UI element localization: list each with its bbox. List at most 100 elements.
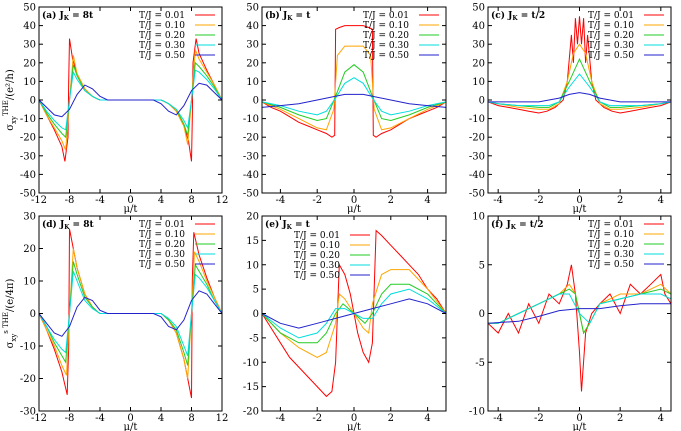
x-axis-label: μ/t [124, 422, 138, 431]
x-tick-label: -4 [95, 195, 105, 206]
x-tick-label: -12 [31, 195, 47, 206]
y-tick-label: 5 [479, 260, 485, 271]
series-group [488, 16, 671, 114]
legend-entry: T/J = 0.30 [139, 41, 185, 51]
y-tick-label: 30 [472, 40, 485, 51]
series-line-2 [262, 45, 446, 131]
series-line-5 [39, 82, 222, 118]
legend-entry: T/J = 0.01 [588, 11, 634, 21]
x-axis-label: μ/t [573, 422, 587, 431]
legend-entry: T/J = 0.30 [363, 41, 409, 51]
y-tick-label: 30 [23, 212, 36, 223]
series-line-5 [488, 92, 671, 103]
x-tick-label: 2 [617, 413, 623, 424]
legend-entry: T/J = 0.01 [294, 231, 340, 241]
y-tick-label: -5 [475, 358, 485, 369]
legend-entry: T/J = 0.10 [588, 230, 634, 240]
x-tick-label: 4 [158, 413, 164, 424]
x-tick-label: -2 [312, 195, 322, 206]
series-group [262, 25, 446, 138]
panel-title: (b) JK = t [265, 10, 311, 22]
legend-entry: T/J = 0.01 [139, 11, 185, 21]
y-tick-label: -10 [469, 407, 485, 418]
y-tick-label: 20 [23, 244, 36, 255]
legend-entry: T/J = 0.10 [363, 21, 409, 31]
series-line-1 [262, 25, 446, 138]
x-tick-label: 4 [658, 413, 664, 424]
x-tick-label: 8 [188, 195, 194, 206]
x-tick-label: 4 [424, 195, 430, 206]
legend-entry: T/J = 0.01 [139, 220, 185, 230]
y-tick-label: -40 [469, 170, 485, 181]
x-axis-label: μ/t [124, 204, 138, 215]
legend-entry: T/J = 0.50 [363, 51, 409, 61]
y-tick-label: -30 [20, 151, 36, 162]
y-tick-label: -10 [469, 114, 485, 125]
series-group [39, 38, 222, 162]
y-tick-label: 20 [246, 212, 259, 223]
y-tick-label: 0 [479, 309, 485, 320]
y-tick-label: -10 [20, 342, 36, 353]
legend-entry: T/J = 0.10 [294, 241, 340, 251]
y-axis-label: σxys THE/(e/4π) [2, 278, 18, 348]
y-tick-label: -15 [243, 382, 259, 393]
series-line-1 [488, 264, 671, 392]
x-tick-label: 12 [216, 195, 229, 206]
legend-entry: T/J = 0.10 [139, 230, 185, 240]
panel-title: (e) JK = t [265, 219, 311, 231]
y-axis-label: σxyTHE/(e²/h) [2, 69, 18, 131]
y-tick-label: 0 [479, 96, 485, 107]
y-tick-label: 30 [246, 40, 259, 51]
y-tick-label: 15 [246, 236, 259, 247]
series-line-5 [39, 290, 222, 337]
legend: T/J = 0.01T/J = 0.10T/J = 0.20T/J = 0.30… [588, 11, 664, 61]
y-tick-label: 10 [23, 77, 36, 88]
panel-title: (c) JK = t/2 [491, 10, 545, 22]
series-line-5 [262, 93, 446, 108]
legend-entry: T/J = 0.20 [363, 31, 409, 41]
x-axis-label: μ/t [573, 204, 587, 215]
y-tick-label: 0 [30, 96, 36, 107]
legend-entry: T/J = 0.10 [139, 21, 185, 31]
legend-entry: T/J = 0.50 [588, 260, 634, 270]
legend-entry: T/J = 0.10 [588, 21, 634, 31]
legend-entry: T/J = 0.20 [139, 31, 185, 41]
x-tick-label: -2 [312, 413, 322, 424]
panel-title: (d) JK = 8t [42, 219, 94, 231]
legend-entry: T/J = 0.20 [294, 251, 340, 261]
y-tick-label: -20 [243, 407, 259, 418]
legend-entry: T/J = 0.30 [294, 261, 340, 271]
series-line-3 [262, 64, 446, 122]
x-tick-label: 0 [127, 413, 133, 424]
y-tick-label: 50 [23, 3, 36, 14]
legend-entry: T/J = 0.50 [588, 51, 634, 61]
legend-entry: T/J = 0.01 [363, 11, 409, 21]
series-line-4 [488, 293, 671, 325]
y-tick-label: -30 [20, 407, 36, 418]
y-tick-label: -20 [20, 374, 36, 385]
y-tick-label: -30 [469, 151, 485, 162]
y-tick-label: 5 [253, 285, 259, 296]
legend-entry: T/J = 0.20 [588, 31, 634, 41]
y-tick-label: 0 [253, 96, 259, 107]
y-tick-label: 10 [246, 260, 259, 271]
y-tick-label: -40 [20, 170, 36, 181]
y-tick-label: -50 [243, 189, 259, 200]
y-tick-label: 10 [246, 77, 259, 88]
y-tick-label: 40 [246, 21, 259, 32]
x-tick-label: 4 [424, 413, 430, 424]
y-tick-label: 10 [472, 77, 485, 88]
legend-entry: T/J = 0.20 [588, 240, 634, 250]
x-tick-label: -8 [65, 195, 75, 206]
x-tick-label: 0 [127, 195, 133, 206]
y-tick-label: 0 [253, 309, 259, 320]
x-tick-label: -8 [65, 413, 75, 424]
panel-title: (f) JK = t/2 [491, 219, 544, 231]
panel-d: -12 -8 -4 0 4 8 12 -30 -20 -10 0 10 20 30 μ/t σxys THE/… [2, 212, 228, 431]
panel-title: (a) JK = 8t [42, 10, 94, 22]
series-group [39, 228, 222, 399]
y-tick-label: -20 [243, 133, 259, 144]
x-tick-label: -4 [95, 413, 105, 424]
x-axis-label: μ/t [347, 422, 361, 431]
